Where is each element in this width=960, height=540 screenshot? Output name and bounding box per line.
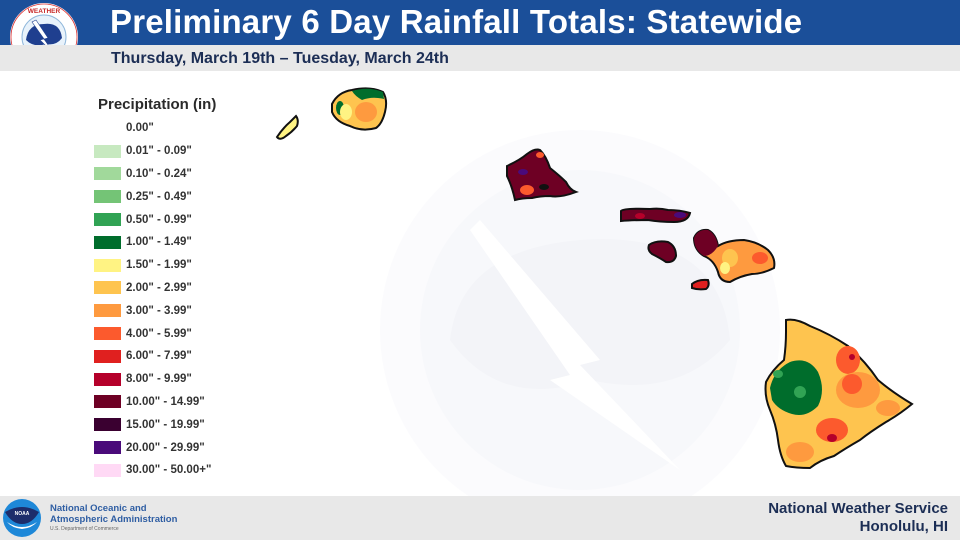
island-kahoolawe [691, 278, 710, 291]
legend-swatch [94, 281, 121, 295]
subtitle-bar [0, 45, 960, 71]
legend-item: 0.00" [94, 117, 216, 140]
legend-item: 3.00" - 3.99" [94, 299, 216, 322]
legend-item: 1.00" - 1.49" [94, 231, 216, 254]
office-name: National Weather Service [768, 500, 948, 517]
legend-label: 0.10" - 0.24" [126, 167, 192, 180]
legend-label: 1.00" - 1.49" [126, 236, 192, 249]
noaa-name-line2: Atmospheric Administration [50, 514, 178, 525]
svg-text:WEATHER: WEATHER [28, 8, 61, 15]
legend-label: 3.00" - 3.99" [126, 304, 192, 317]
legend-swatch [94, 213, 121, 227]
legend-swatch [94, 441, 121, 455]
legend-swatch [94, 418, 121, 432]
legend-label: 2.00" - 2.99" [126, 281, 192, 294]
legend-label: 0.25" - 0.49" [126, 190, 192, 203]
legend-swatch [94, 304, 121, 318]
legend-swatch [94, 144, 121, 158]
legend-item: 0.10" - 0.24" [94, 163, 216, 186]
legend-swatch [94, 190, 121, 204]
legend-swatch [94, 121, 121, 135]
legend-label: 4.00" - 5.99" [126, 327, 192, 340]
legend-item: 0.50" - 0.99" [94, 208, 216, 231]
header-bar [0, 0, 960, 45]
island-maui [692, 228, 776, 284]
legend-label: 10.00" - 14.99" [126, 395, 205, 408]
legend-label: 6.00" - 7.99" [126, 350, 192, 363]
legend-item: 10.00" - 14.99" [94, 391, 216, 414]
svg-text:NOAA: NOAA [15, 511, 30, 517]
legend-label: 15.00" - 19.99" [126, 418, 205, 431]
noaa-name-line1: National Oceanic and [50, 503, 147, 514]
legend-swatch [94, 167, 121, 181]
legend-label: 20.00" - 29.99" [126, 441, 205, 454]
legend-swatch [94, 327, 121, 341]
legend-swatch [94, 395, 121, 409]
legend-swatch [94, 258, 121, 272]
legend-item: 4.00" - 5.99" [94, 322, 216, 345]
legend-title: Precipitation (in) [98, 96, 217, 113]
date-range-subtitle: Thursday, March 19th – Tuesday, March 24… [111, 50, 449, 67]
island-oahu [506, 148, 579, 202]
precipitation-legend: Precipitation (in) 0.00" 0.01" - 0.09" 0… [94, 96, 216, 482]
island-niihau [275, 114, 299, 140]
legend-swatch [94, 463, 121, 477]
island-lanai [647, 240, 678, 264]
legend-label: 8.00" - 9.99" [126, 373, 192, 386]
legend-item: 0.25" - 0.49" [94, 185, 216, 208]
legend-item: 0.01" - 0.09" [94, 140, 216, 163]
legend-label: 1.50" - 1.99" [126, 259, 192, 272]
legend-label: 0.50" - 0.99" [126, 213, 192, 226]
legend-item: 2.00" - 2.99" [94, 277, 216, 300]
office-block: National Weather Service Honolulu, HI [768, 500, 948, 536]
page-title: Preliminary 6 Day Rainfall Totals: State… [110, 3, 803, 40]
legend-item: 1.50" - 1.99" [94, 254, 216, 277]
legend-item: 8.00" - 9.99" [94, 368, 216, 391]
legend-swatch [94, 372, 121, 386]
noaa-department: U.S. Department of Commerce [50, 526, 119, 532]
office-location: Honolulu, HI [859, 518, 948, 535]
island-hawaii [764, 318, 914, 470]
legend-label: 0.00" [126, 122, 154, 135]
footer-bar [0, 496, 960, 540]
island-kauai [331, 87, 388, 131]
legend-item: 15.00" - 19.99" [94, 413, 216, 436]
noaa-text-block: National Oceanic and Atmospheric Adminis… [50, 503, 177, 534]
legend-swatch [94, 235, 121, 249]
legend-label: 30.00" - 50.00+" [126, 464, 212, 477]
legend-item: 6.00" - 7.99" [94, 345, 216, 368]
legend-item: 30.00" - 50.00+" [94, 459, 216, 482]
legend-item: 20.00" - 29.99" [94, 436, 216, 459]
legend-label: 0.01" - 0.09" [126, 145, 192, 158]
island-molokai [620, 207, 692, 224]
legend-swatch [94, 349, 121, 363]
noaa-logo-icon: NOAA [3, 499, 41, 537]
